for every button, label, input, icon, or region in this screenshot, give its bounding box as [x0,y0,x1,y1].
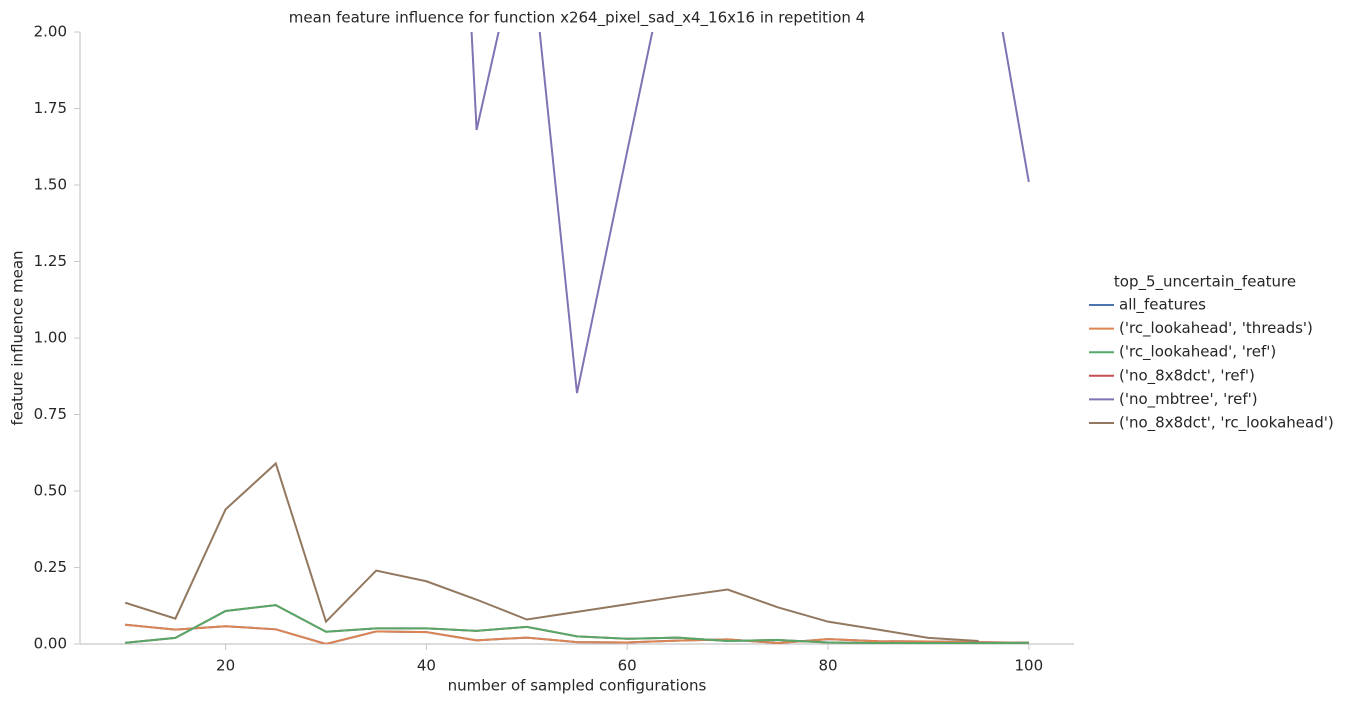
legend-label: ('rc_lookahead', 'ref') [1119,343,1276,362]
series-line [470,32,1030,394]
y-tick-label: 0.50 [34,482,67,500]
legend-label: ('rc_lookahead', 'threads') [1119,319,1313,338]
plot-area [124,32,1030,644]
x-tick-label: 100 [1014,657,1043,675]
legend-label: ('no_mbtree', 'ref') [1119,390,1258,409]
y-tick-label: 1.75 [34,99,67,117]
y-tick-label: 1.00 [34,329,67,347]
x-axis-label: number of sampled configurations [448,677,707,695]
y-tick-label: 0.75 [34,405,67,423]
y-tick-label: 1.25 [34,252,67,270]
chart-title: mean feature influence for function x264… [289,9,865,28]
legend-label: all_features [1119,296,1206,315]
y-tick-label: 1.50 [34,176,67,194]
legend-label: ('no_8x8dct', 'rc_lookahead') [1119,414,1334,433]
x-tick-label: 80 [818,657,837,675]
x-tick-label: 60 [618,657,637,675]
y-tick-label: 0.25 [34,558,67,576]
series-line [124,461,979,642]
legend-label: ('no_8x8dct', 'ref') [1119,366,1255,385]
x-tick-label: 20 [216,657,235,675]
series-line [125,604,1029,644]
series-line [125,623,1029,644]
y-axis-label: feature influence mean [9,250,27,425]
series-line [125,604,1029,644]
y-tick-label: 2.00 [34,23,67,41]
x-tick-label: 40 [417,657,436,675]
legend-title: top_5_uncertain_feature [1114,273,1296,292]
y-tick-label: 0.00 [34,635,67,653]
